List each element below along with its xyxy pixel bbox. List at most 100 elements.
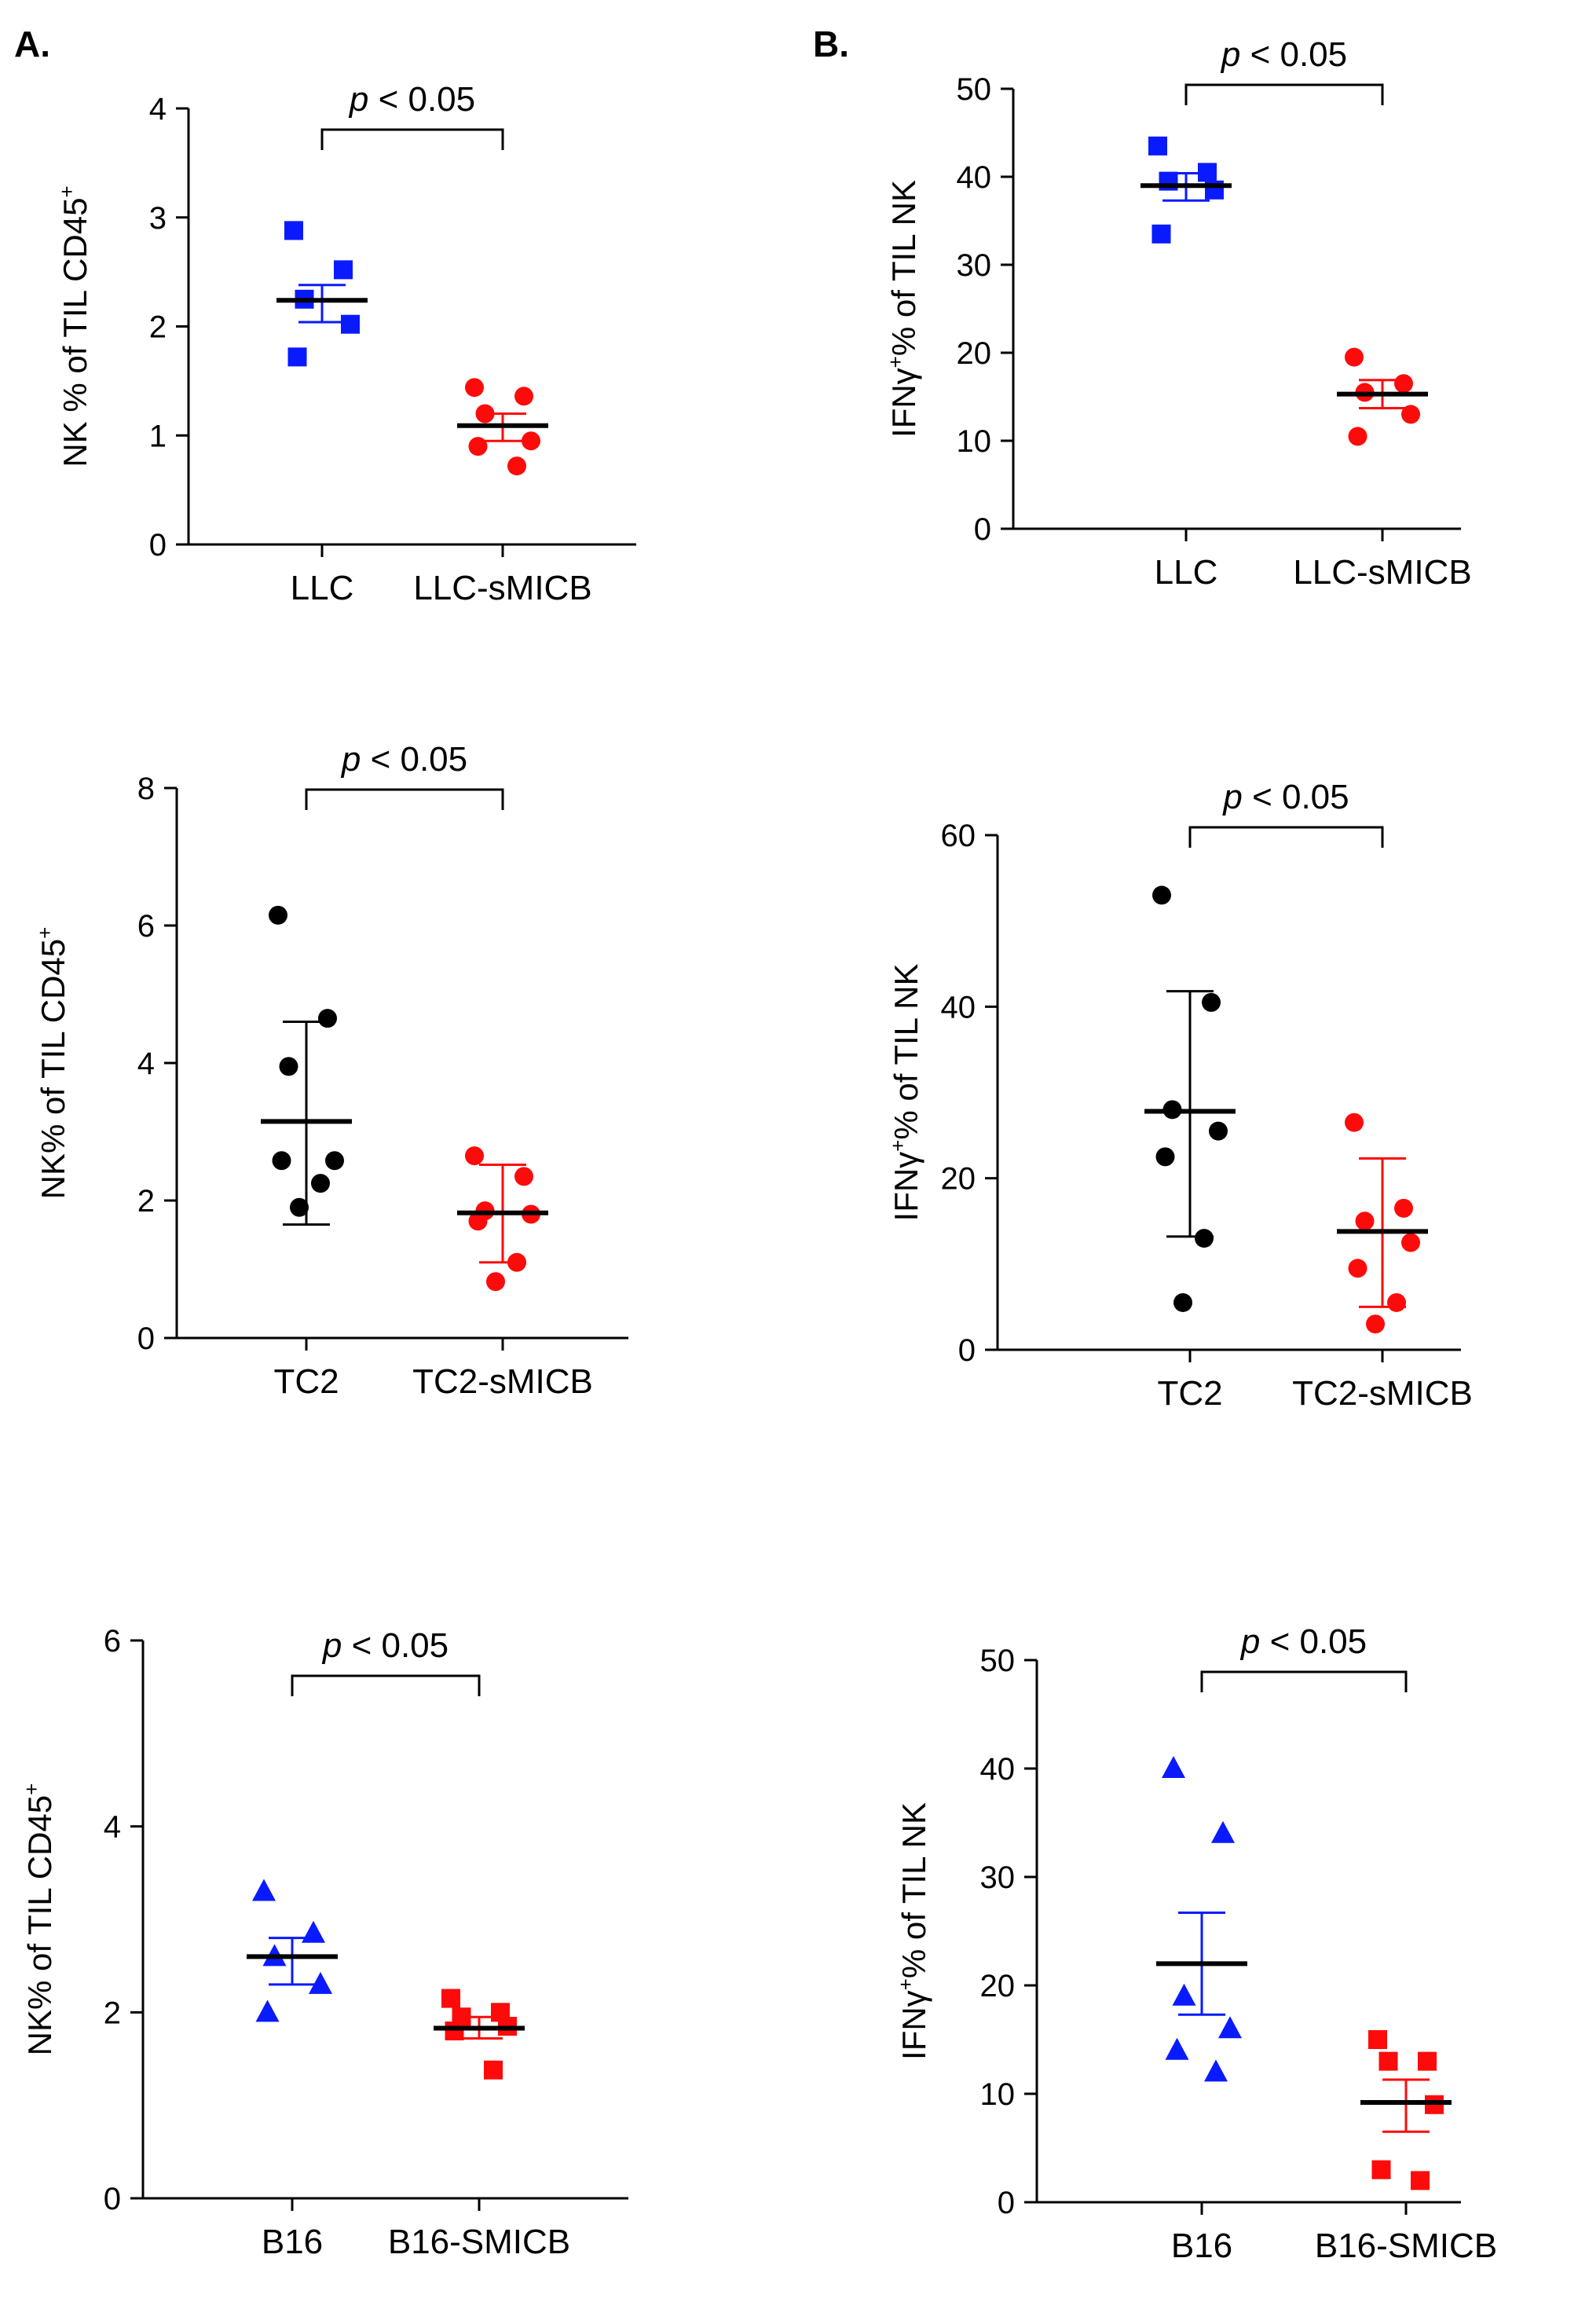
y-axis-label-text: IFN xyxy=(895,2007,932,2060)
data-point xyxy=(341,314,360,334)
x-category-label: B16 xyxy=(262,2223,323,2261)
data-point xyxy=(1152,885,1171,905)
y-axis-label-symbol: γ xyxy=(895,1990,932,2007)
x-category-label: B16-SMICB xyxy=(1315,2227,1497,2265)
y-tick-label: 2 xyxy=(104,1996,121,2030)
y-tick-label: 4 xyxy=(137,1047,155,1081)
y-tick-label: 3 xyxy=(149,201,167,236)
y-axis-label-text: NK % of TIL CD45 xyxy=(57,198,93,467)
data-point xyxy=(1218,2016,1242,2039)
series-B16 xyxy=(1156,1756,1247,2082)
y-tick-label: 6 xyxy=(104,1624,121,1659)
data-point xyxy=(1172,1983,1196,2006)
y-tick-label: 20 xyxy=(980,1969,1016,2003)
series-LLC xyxy=(1140,136,1232,244)
data-point xyxy=(1368,2030,1387,2049)
data-point xyxy=(255,2000,280,2022)
y-tick-label: 30 xyxy=(957,248,992,283)
y-tick-label: 1 xyxy=(149,419,167,453)
data-point xyxy=(1411,2171,1430,2190)
series-LLC-sMICB xyxy=(1337,347,1428,446)
data-point xyxy=(507,456,526,476)
data-point xyxy=(1345,1113,1364,1132)
series-TC2-sMICB xyxy=(1337,1113,1428,1334)
data-point xyxy=(465,1146,484,1166)
y-axis-label-superscript: + xyxy=(33,927,57,939)
panel-letter-a: A. xyxy=(14,24,50,64)
data-point xyxy=(1345,347,1364,367)
significance-bracket xyxy=(1200,1670,1408,1692)
y-axis-label-text: IFN xyxy=(888,1168,924,1222)
series-LLC xyxy=(276,221,368,367)
x-category-label: TC2-sMICB xyxy=(412,1362,593,1401)
series-B16-SMICB xyxy=(434,1989,525,2080)
data-point xyxy=(269,905,287,925)
chart-5: 0 2 4 6 B16 B16-SMICB NK% of TIL CD45+ p < 0.05 xyxy=(20,1624,628,2261)
data-point xyxy=(1394,374,1413,394)
data-point xyxy=(514,1167,533,1186)
y-tick-label: 0 xyxy=(958,1333,976,1368)
p-value-text: < 0.05 xyxy=(1260,1622,1367,1661)
y-axis-label-superscript: + xyxy=(20,1783,43,1795)
y-tick-label: 40 xyxy=(980,1752,1016,1787)
y-axis-label: NK% of TIL CD45+ xyxy=(33,927,71,1200)
x-category-label: TC2-sMICB xyxy=(1292,1374,1473,1413)
significance-bracket xyxy=(291,1674,481,1696)
chart-1: 0 1 2 3 4 LLC LLC-sMICB NK % of TIL CD45+ p < 0.… xyxy=(55,80,636,607)
y-axis-label-text: NK% of TIL CD45 xyxy=(21,1795,58,2055)
x-category-label: LLC xyxy=(291,569,354,607)
y-axis-label-superscript: + xyxy=(886,1140,910,1152)
data-point xyxy=(514,387,533,406)
y-axis-label-symbol: γ xyxy=(885,368,922,384)
y-axis-label-text: IFN xyxy=(885,384,922,438)
data-point xyxy=(1209,1121,1228,1141)
data-point xyxy=(486,1272,505,1292)
data-point xyxy=(1211,1820,1235,1843)
p-value-label: p < 0.05 xyxy=(340,740,467,779)
series-B16 xyxy=(247,1879,338,2022)
y-tick-label: 0 xyxy=(974,512,991,547)
series-B16-SMICB xyxy=(1360,2030,1452,2190)
data-point xyxy=(441,1989,460,2008)
y-tick-label: 2 xyxy=(137,1184,155,1219)
p-value-symbol: p xyxy=(1239,1622,1260,1661)
y-axis-label-superscript: + xyxy=(894,1978,917,1990)
series-TC2 xyxy=(1144,885,1236,1312)
y-tick-label: 0 xyxy=(137,1321,155,1356)
y-axis-label-text: % of TIL NK xyxy=(895,1802,932,1978)
x-category-label: LLC-sMICB xyxy=(413,569,591,607)
x-category-label: LLC-sMICB xyxy=(1293,553,1471,592)
chart-3: 0 2 4 6 8 TC2 TC2-sMICB NK% of TIL CD45+ p < 0.0… xyxy=(33,740,628,1401)
series-LLC-sMICB xyxy=(457,378,548,476)
y-axis-label: IFNγ+% of TIL NK xyxy=(894,1802,932,2060)
data-point xyxy=(287,347,307,367)
x-category-label: TC2 xyxy=(1157,1374,1222,1413)
data-point xyxy=(1401,1233,1420,1252)
y-tick-label: 20 xyxy=(957,336,992,371)
data-point xyxy=(318,1009,337,1028)
p-value-symbol: p xyxy=(340,740,361,779)
x-category-label: B16 xyxy=(1171,2227,1232,2265)
y-tick-label: 0 xyxy=(149,528,167,563)
data-point xyxy=(465,378,484,398)
data-point xyxy=(1195,1229,1214,1248)
panel-letter-b: B. xyxy=(813,24,849,64)
data-point xyxy=(1151,224,1171,244)
data-point xyxy=(1348,427,1367,446)
data-point xyxy=(1202,992,1221,1012)
series-TC2 xyxy=(261,905,352,1226)
data-point xyxy=(1394,1198,1413,1218)
data-point xyxy=(468,1211,488,1231)
y-axis-label: IFNγ+% of TIL NK xyxy=(884,180,922,438)
data-point xyxy=(1348,1259,1367,1278)
data-point xyxy=(325,1151,344,1171)
p-value-symbol: p xyxy=(1221,778,1242,816)
chart-4: 0 20 40 60 TC2 TC2-sMICB IFNγ+% of TIL NK p < 0… xyxy=(886,778,1473,1413)
y-tick-label: 2 xyxy=(149,310,167,345)
data-point xyxy=(1418,2051,1437,2071)
y-axis-label-superscript: + xyxy=(884,356,907,368)
significance-bracket xyxy=(305,788,504,810)
y-axis-label: NK % of TIL CD45+ xyxy=(55,185,93,467)
p-value-symbol: p xyxy=(348,80,368,119)
data-point xyxy=(311,1174,330,1193)
